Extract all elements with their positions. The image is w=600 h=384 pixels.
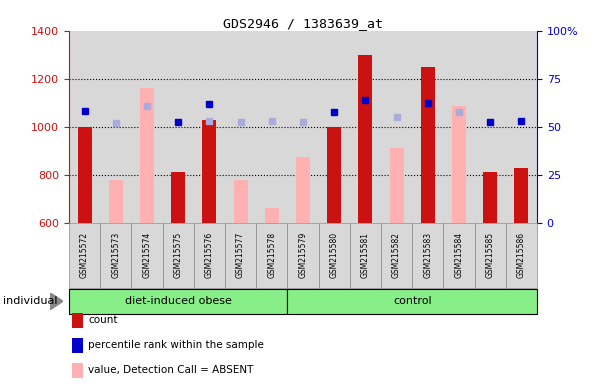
Text: GSM215573: GSM215573 xyxy=(112,232,120,278)
Bar xyxy=(483,172,497,223)
Bar xyxy=(265,208,279,223)
Bar xyxy=(389,148,404,223)
Bar xyxy=(421,67,435,223)
Bar xyxy=(77,127,92,223)
Bar xyxy=(327,127,341,223)
Text: diet-induced obese: diet-induced obese xyxy=(125,296,232,306)
Bar xyxy=(109,180,123,223)
Text: GSM215576: GSM215576 xyxy=(205,232,214,278)
Bar xyxy=(452,106,466,223)
Text: GSM215586: GSM215586 xyxy=(517,232,526,278)
Bar xyxy=(514,167,529,223)
Bar xyxy=(202,119,217,223)
Text: GSM215580: GSM215580 xyxy=(330,232,339,278)
Text: count: count xyxy=(88,315,118,326)
Text: GSM215575: GSM215575 xyxy=(174,232,183,278)
Text: GSM215577: GSM215577 xyxy=(236,232,245,278)
Bar xyxy=(358,55,373,223)
Bar xyxy=(171,172,185,223)
Text: percentile rank within the sample: percentile rank within the sample xyxy=(88,340,264,351)
Bar xyxy=(140,88,154,223)
Bar xyxy=(233,180,248,223)
Text: control: control xyxy=(393,296,431,306)
Text: GSM215578: GSM215578 xyxy=(268,232,277,278)
Text: GSM215585: GSM215585 xyxy=(486,232,495,278)
Bar xyxy=(296,157,310,223)
Text: GSM215583: GSM215583 xyxy=(424,232,433,278)
Text: GSM215579: GSM215579 xyxy=(299,232,308,278)
Text: GSM215572: GSM215572 xyxy=(80,232,89,278)
Title: GDS2946 / 1383639_at: GDS2946 / 1383639_at xyxy=(223,17,383,30)
Text: GSM215582: GSM215582 xyxy=(392,232,401,278)
Polygon shape xyxy=(50,293,63,310)
Text: value, Detection Call = ABSENT: value, Detection Call = ABSENT xyxy=(88,365,254,376)
Text: GSM215581: GSM215581 xyxy=(361,232,370,278)
Text: individual: individual xyxy=(3,296,58,306)
Text: GSM215574: GSM215574 xyxy=(143,232,151,278)
Text: GSM215584: GSM215584 xyxy=(455,232,464,278)
